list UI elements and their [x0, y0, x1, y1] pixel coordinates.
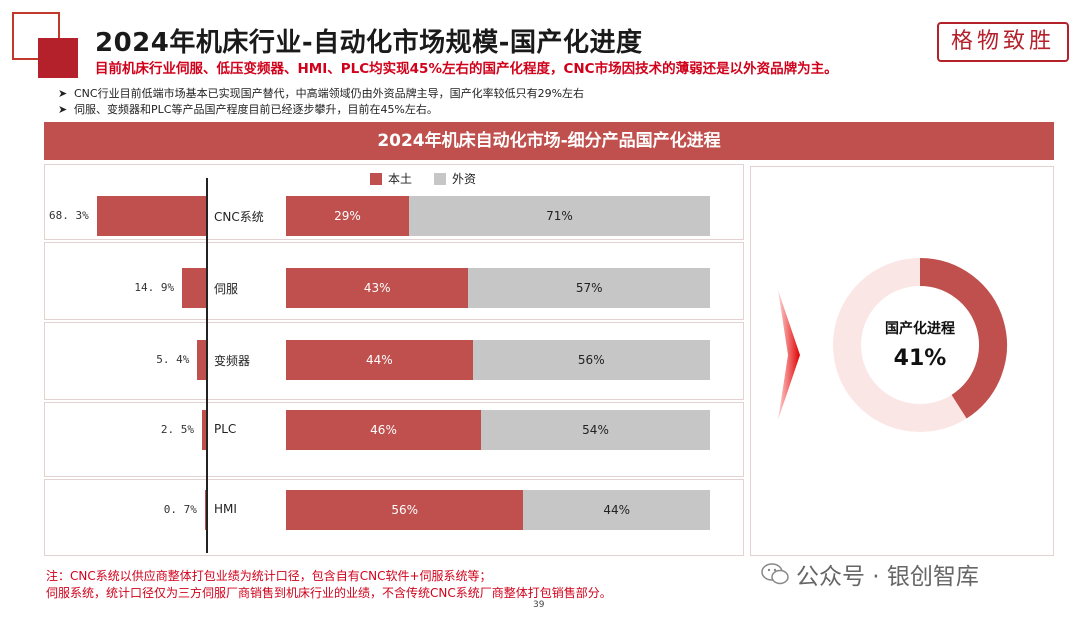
footnote: 注：CNC系统以供应商整体打包业绩为统计口径，包含自有CNC软件+伺服系统等； … — [46, 568, 612, 602]
stacked-bar: 44% 56% — [286, 340, 710, 380]
stacked-bar: 46% 54% — [286, 410, 710, 450]
segment-local: 43% — [286, 268, 469, 308]
share-value-label: 5. 4% — [156, 353, 190, 366]
category-label: HMI — [214, 502, 237, 516]
bullet-item: ➤ 伺服、变频器和PLC等产品国产程度目前已经逐步攀升，目前在45%左右。 — [58, 103, 438, 116]
share-bar — [202, 410, 206, 450]
segment-foreign: 54% — [481, 410, 710, 450]
share-value-label: 14. 9% — [134, 281, 175, 294]
bullet-arrow-icon: ➤ — [58, 103, 68, 116]
segment-foreign: 56% — [472, 340, 710, 380]
chart-legend: 本土 外资 — [370, 170, 476, 187]
legend-swatch-foreign — [434, 172, 447, 185]
category-label: CNC系统 — [214, 210, 264, 224]
share-bar — [96, 196, 206, 236]
share-bar — [182, 268, 206, 308]
donut-chart: 国产化进程 41% — [833, 258, 1007, 432]
segment-local: 56% — [286, 490, 524, 530]
donut-value-label: 41% — [894, 346, 947, 371]
stacked-bar: 56% 44% — [286, 490, 710, 530]
share-value-label: 2. 5% — [160, 423, 194, 436]
segment-local: 46% — [286, 410, 482, 450]
brand-logo: 格物致胜 — [937, 22, 1069, 62]
share-bar — [197, 340, 206, 380]
chart-banner: 2024年机床自动化市场-细分产品国产化进程 — [44, 122, 1054, 160]
page-number: 39 — [533, 600, 545, 610]
segment-foreign: 57% — [468, 268, 710, 308]
footnote-line: 注：CNC系统以供应商整体打包业绩为统计口径，包含自有CNC软件+伺服系统等； — [46, 569, 492, 583]
donut-center-label: 国产化进程 — [885, 320, 955, 337]
segment-local: 29% — [286, 196, 409, 236]
category-label: 变频器 — [214, 354, 251, 368]
share-bar — [204, 490, 206, 530]
bullet-list: ➤ CNC行业目前低端市场基本已实现国产替代，中高端领域仍由外资品牌主导，国产化率… — [58, 86, 584, 118]
segment-foreign: 71% — [408, 196, 710, 236]
stacked-bar: 43% 57% — [286, 268, 710, 308]
donut-arc-local — [919, 258, 1007, 419]
axis-line — [206, 178, 208, 553]
wechat-watermark: 公众号 · 银创智库 — [760, 557, 979, 591]
share-value-label: 68. 3% — [48, 209, 89, 222]
category-label: 伺服 — [214, 282, 239, 296]
share-value-label: 0. 7% — [163, 503, 197, 516]
footnote-line: 伺服系统，统计口径仅为三方伺服厂商销售到机床行业的业绩，不含传统CNC系统厂商整… — [46, 586, 612, 600]
legend-label-foreign: 外资 — [452, 172, 477, 186]
bullet-item: ➤ CNC行业目前低端市场基本已实现国产替代，中高端领域仍由外资品牌主导，国产化率… — [58, 87, 585, 100]
bullet-arrow-icon: ➤ — [58, 87, 68, 100]
page-title: 2024年机床行业-自动化市场规模-国产化进度 — [95, 28, 643, 58]
legend-swatch-local — [370, 172, 382, 185]
category-label: PLC — [214, 422, 237, 436]
arrow-pointer-icon — [778, 290, 800, 420]
page-subtitle: 目前机床行业伺服、低压变频器、HMI、PLC均实现45%左右的国产化程度，CNC… — [95, 61, 838, 77]
corner-outline-square — [12, 12, 60, 60]
stacked-bar: 29% 71% — [286, 196, 710, 236]
corner-filled-square — [38, 38, 78, 78]
segment-foreign: 44% — [523, 490, 710, 530]
wechat-icon — [761, 563, 789, 585]
segment-local: 44% — [286, 340, 473, 380]
legend-label-local: 本土 — [388, 172, 413, 186]
